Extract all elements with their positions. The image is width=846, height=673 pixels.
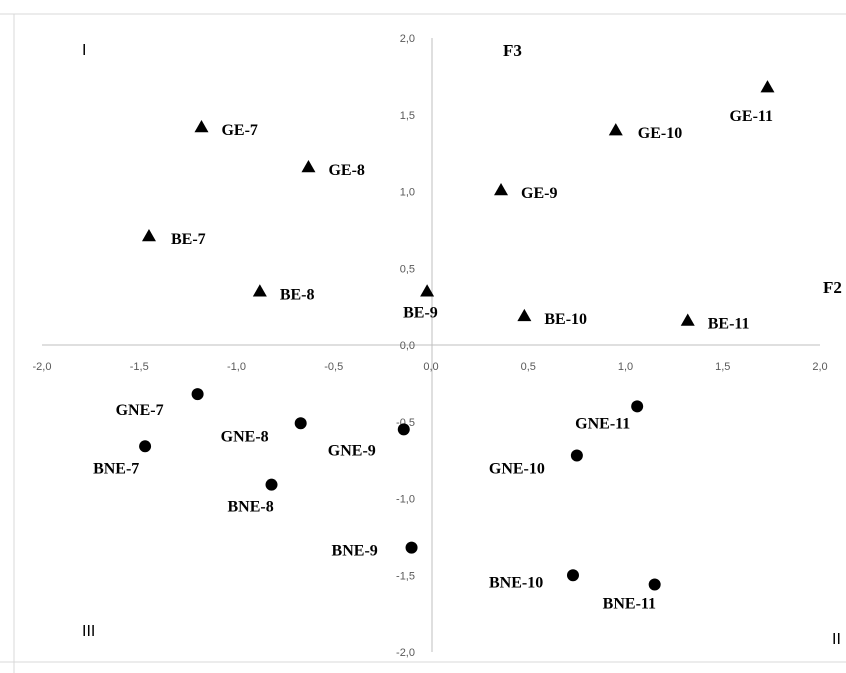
- y-tick-label: -1,5: [396, 570, 415, 582]
- point-label-gne-10: GNE-10: [489, 461, 545, 478]
- y-tick-label: 0,0: [400, 340, 415, 352]
- x-tick-label: -2,0: [33, 361, 52, 373]
- point-label-be-11: BE-11: [708, 315, 750, 332]
- point-marker-bne-10: [566, 569, 579, 582]
- y-tick-label: 2,0: [400, 33, 415, 45]
- point-label-be-8: BE-8: [280, 286, 315, 303]
- point-label-bne-10: BNE-10: [489, 574, 543, 591]
- point-marker-bne-9: [405, 541, 418, 554]
- point-label-ge-9: GE-9: [521, 185, 557, 202]
- y-tick-labels: -2,0-1,5-1,0-0,50,00,51,01,52,0: [396, 33, 415, 659]
- point-label-be-9: BE-9: [403, 304, 438, 321]
- point-marker-bne-11: [648, 578, 661, 591]
- point-marker-gne-8: [294, 417, 307, 430]
- point-marker-gne-9: [397, 423, 410, 436]
- quadrant-label-iii: III: [82, 623, 95, 640]
- y-tick-label: 1,0: [400, 187, 415, 199]
- point-label-bne-11: BNE-11: [603, 595, 656, 612]
- point-label-be-10: BE-10: [544, 311, 587, 328]
- point-label-ge-10: GE-10: [638, 125, 682, 142]
- point-marker-gne-7: [191, 388, 204, 401]
- x-tick-label: 1,5: [715, 361, 730, 373]
- point-marker-be-9: [420, 284, 435, 297]
- x-tick-label: -1,5: [130, 361, 149, 373]
- point-marker-be-7: [141, 229, 156, 242]
- point-marker-be-11: [680, 313, 695, 326]
- point-marker-ge-7: [194, 120, 209, 133]
- point-label-bne-9: BNE-9: [332, 543, 378, 560]
- point-marker-be-8: [252, 284, 267, 297]
- y-tick-label: -1,0: [396, 494, 415, 506]
- x-tick-label: 0,5: [521, 361, 536, 373]
- data-points: GE-7 GE-8 GE-9 GE-10 GE-11 BE-7 BE-8 BE-9 BE-10 B…: [93, 80, 775, 612]
- quadrant-label-i: I: [82, 42, 86, 59]
- x-axis-name: F2: [823, 278, 842, 297]
- point-label-gne-9: GNE-9: [328, 442, 376, 459]
- point-marker-bne-7: [139, 440, 152, 453]
- point-marker-ge-9: [494, 182, 509, 196]
- y-tick-label: 1,5: [400, 110, 415, 122]
- point-label-ge-7: GE-7: [221, 122, 257, 139]
- point-marker-ge-11: [760, 80, 775, 93]
- point-label-ge-8: GE-8: [328, 162, 364, 179]
- point-label-gne-8: GNE-8: [221, 428, 269, 445]
- y-tick-label: -2,0: [396, 647, 415, 659]
- x-tick-label: -0,5: [324, 361, 343, 373]
- point-label-gne-11: GNE-11: [575, 415, 630, 432]
- point-marker-gne-11: [631, 400, 644, 413]
- point-label-bne-7: BNE-7: [93, 460, 139, 477]
- point-label-be-7: BE-7: [171, 231, 206, 248]
- x-tick-label: 2,0: [812, 361, 827, 373]
- y-tick-label: 0,5: [400, 263, 415, 275]
- point-label-gne-7: GNE-7: [116, 402, 164, 419]
- x-tick-label: 1,0: [618, 361, 633, 373]
- point-label-bne-8: BNE-8: [228, 499, 274, 516]
- point-marker-ge-8: [301, 159, 316, 173]
- x-tick-labels: -2,0 -1,5 -1,0 -0,5 0,0 0,5 1,0 1,5 2,0: [33, 361, 828, 373]
- point-marker-bne-8: [265, 478, 278, 491]
- y-axis-name: F3: [503, 41, 522, 60]
- point-label-ge-11: GE-11: [729, 108, 773, 125]
- point-marker-be-10: [517, 308, 532, 322]
- point-marker-ge-10: [608, 123, 623, 136]
- x-tick-label: 0,0: [423, 361, 438, 373]
- point-marker-gne-10: [570, 449, 583, 462]
- quadrant-label-ii: II: [832, 631, 841, 648]
- x-tick-label: -1,0: [227, 361, 246, 373]
